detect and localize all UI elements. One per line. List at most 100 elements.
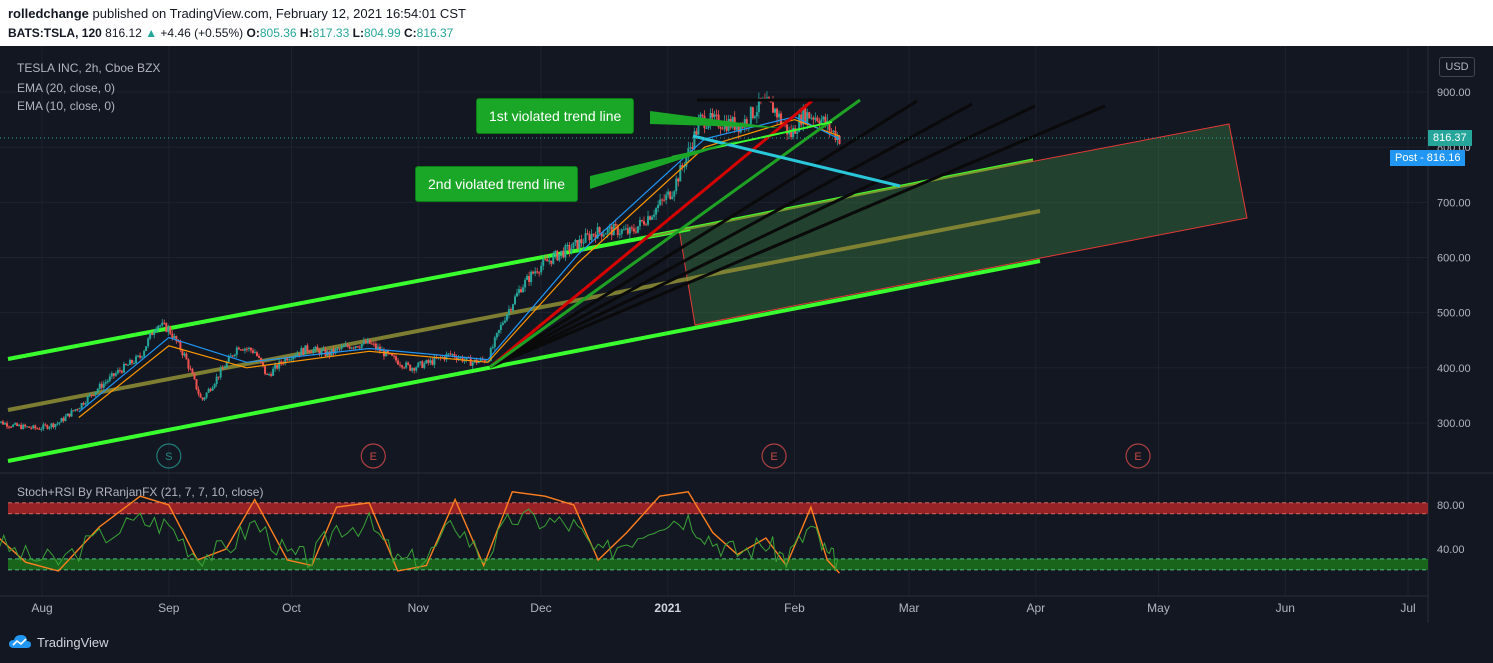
candle-body: [84, 403, 87, 405]
candle-body: [98, 383, 101, 389]
candle-body: [72, 410, 75, 412]
candle-body: [447, 353, 450, 355]
candle-body: [66, 413, 69, 417]
candle-body: [225, 361, 228, 368]
candle-body: [360, 343, 363, 348]
event-marker[interactable]: [761, 443, 787, 469]
candle-body: [552, 254, 555, 264]
high-label: H:: [299, 26, 313, 40]
candle-body: [628, 227, 631, 234]
second-trend-callout[interactable]: 2nd violated trend line: [415, 166, 578, 202]
candle-body: [630, 227, 633, 229]
candle-body: [124, 363, 127, 365]
candle-body: [292, 356, 295, 360]
ema10-line: [78, 116, 840, 413]
price-change: +4.46 (+0.55%): [160, 26, 244, 40]
candle-body: [399, 364, 402, 366]
candle-body: [199, 393, 202, 398]
candle-body: [495, 332, 498, 338]
candle-body: [711, 112, 714, 118]
candle-body: [606, 228, 609, 234]
event-marker[interactable]: [1125, 443, 1151, 469]
candle-body: [167, 326, 170, 332]
candle-body: [655, 208, 658, 215]
candle-body: [681, 165, 684, 167]
candle-body: [451, 354, 454, 356]
ema20-legend[interactable]: EMA (20, close, 0): [17, 81, 116, 95]
candle-body: [634, 231, 637, 233]
candle-body: [739, 124, 742, 133]
candle-body: [538, 272, 541, 274]
currency-button[interactable]: USD: [1439, 57, 1475, 77]
candle-body: [0, 421, 2, 423]
time-tick-label: Apr: [1026, 601, 1045, 615]
candle-body: [38, 428, 41, 430]
candle-body: [253, 352, 256, 354]
candle-body: [620, 229, 623, 234]
candle-body: [24, 424, 27, 427]
candle-body: [352, 347, 355, 349]
author-name[interactable]: rolledchange: [8, 6, 89, 21]
candle-body: [306, 345, 309, 352]
candle-body: [457, 357, 460, 360]
candle-body: [532, 271, 535, 274]
candle-body: [749, 107, 752, 124]
candle-body: [818, 121, 821, 124]
event-marker[interactable]: [156, 443, 182, 469]
candle-body: [753, 116, 756, 118]
candle-body: [477, 361, 480, 364]
candle-body: [389, 353, 392, 355]
candle-body: [574, 240, 577, 243]
candle-body: [133, 363, 136, 365]
candle-body: [771, 102, 774, 113]
channel-mid-line: [7, 209, 1041, 412]
candle-body: [640, 219, 643, 222]
candle-body: [636, 226, 639, 233]
candle-body: [239, 349, 242, 351]
candle-body: [36, 428, 39, 430]
post-label: Post: [1395, 152, 1418, 164]
symbol-label[interactable]: BATS:TSLA, 120: [8, 26, 102, 40]
candle-body: [229, 355, 232, 357]
tradingview-logo[interactable]: TradingView: [8, 634, 109, 650]
fan-line-2: [489, 102, 973, 369]
candle-body: [755, 112, 758, 117]
candle-body: [137, 355, 140, 357]
candle-body: [689, 147, 692, 149]
candle-body: [286, 358, 289, 361]
candle-body: [161, 322, 164, 326]
candle-body: [163, 322, 166, 324]
candle-body: [715, 114, 718, 116]
symbol-legend[interactable]: TESLA INC, 2h, Cboe BZX: [17, 61, 161, 75]
candle-body: [804, 107, 807, 123]
candle-body: [181, 350, 184, 356]
candle-body: [657, 204, 660, 209]
event-marker[interactable]: [360, 443, 386, 469]
candle-body: [626, 228, 629, 234]
candle-body: [131, 360, 134, 364]
candle-body: [245, 348, 248, 350]
price-chart[interactable]: 900.00800.00700.00600.00500.00400.00300.…: [0, 46, 1493, 663]
candle-body: [465, 356, 468, 360]
candle-body: [602, 234, 605, 237]
candle-body: [104, 382, 107, 384]
candle-body: [757, 97, 760, 113]
candle-body: [340, 346, 343, 349]
upper-extension-highlight: [649, 158, 1034, 236]
first-trend-callout[interactable]: 1st violated trend line: [476, 98, 635, 134]
price-tick-label: 400.00: [1437, 363, 1471, 375]
candle-body: [578, 239, 581, 249]
oscillator-legend[interactable]: Stoch+RSI By RRanjanFX (21, 7, 7, 10, cl…: [17, 485, 264, 499]
ema10-legend[interactable]: EMA (10, close, 0): [17, 99, 116, 113]
candle-body: [169, 326, 172, 334]
candle-body: [177, 341, 180, 343]
candle-body: [278, 361, 281, 369]
candle-body: [721, 128, 724, 130]
candle-body: [632, 228, 635, 232]
candle-body: [249, 347, 252, 351]
candle-body: [832, 130, 835, 132]
candle-body: [18, 424, 21, 426]
candle-body: [205, 392, 208, 398]
candle-body: [4, 423, 7, 425]
candle-body: [493, 337, 496, 348]
